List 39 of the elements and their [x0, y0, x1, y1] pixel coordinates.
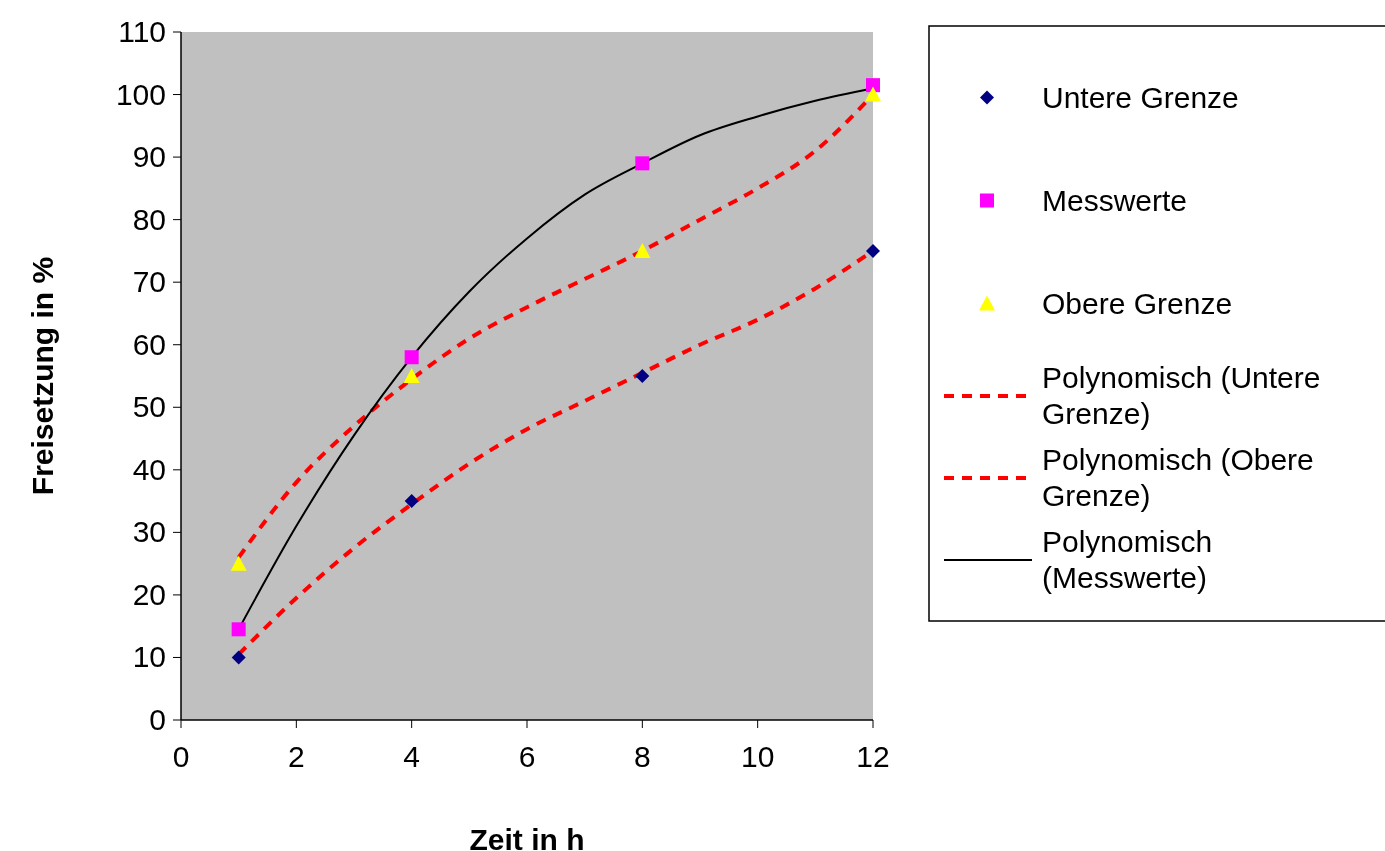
- point: [635, 369, 650, 383]
- point: [865, 86, 881, 102]
- legend-label: Obere Grenze: [1042, 286, 1233, 320]
- y-tick-label: 60: [132, 327, 166, 361]
- point: [231, 650, 246, 665]
- y-tick-label: 90: [132, 140, 166, 174]
- legend-label: Messwerte: [1042, 183, 1188, 217]
- y-tick-label: 30: [132, 515, 166, 549]
- y-tick-label: 110: [118, 15, 166, 48]
- point: [866, 243, 880, 258]
- x-tick-label: 12: [856, 740, 890, 773]
- y-tick-label: 100: [115, 77, 166, 111]
- point: [404, 350, 419, 365]
- y-tick-label: 10: [132, 640, 166, 674]
- y-tick-label: 70: [132, 265, 166, 299]
- y-axis-title: Freisetzung in %: [26, 256, 59, 496]
- legend-label: Polynomisch (Obere Grenze): [1042, 443, 1314, 512]
- point: [404, 494, 419, 509]
- y-tick-label: 50: [132, 390, 166, 424]
- point: [866, 78, 880, 93]
- x-tick-label: 10: [740, 740, 775, 773]
- x-tick-label: 4: [403, 740, 421, 773]
- legend-label: Untere Grenze: [1042, 80, 1239, 114]
- legend-label: Polynomisch (Untere Grenze): [1042, 361, 1321, 430]
- y-tick-label: 20: [132, 577, 166, 611]
- x-axis-title: Zeit in h: [469, 823, 585, 851]
- point: [230, 555, 247, 571]
- point: [635, 156, 650, 171]
- x-tick-label: 8: [633, 740, 651, 773]
- x-tick-label: 6: [518, 740, 536, 773]
- point: [403, 368, 420, 383]
- y-tick-label: 40: [132, 452, 166, 486]
- x-tick-label: 2: [287, 740, 305, 773]
- point: [231, 622, 246, 637]
- y-tick-label: 80: [132, 202, 166, 236]
- point: [634, 242, 651, 258]
- x-tick-label: 0: [172, 740, 190, 773]
- legend-label: Polynomisch (Messwerte): [1042, 525, 1213, 594]
- y-tick-label: 0: [149, 703, 166, 736]
